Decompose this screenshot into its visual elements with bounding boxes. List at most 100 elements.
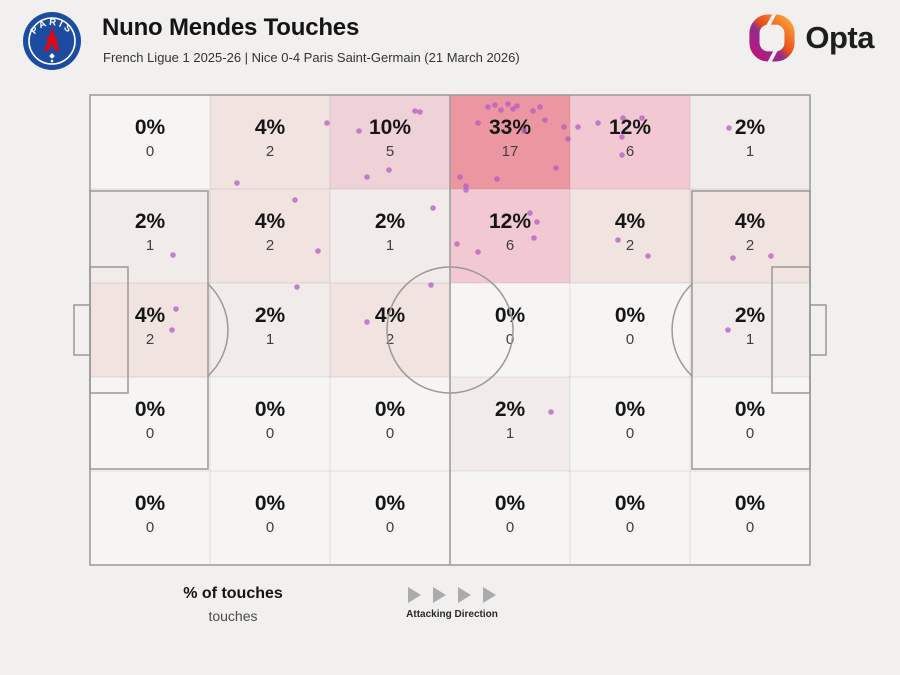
- zone-cell-r4c4: 0% 0: [570, 471, 690, 565]
- attacking-direction-arrow-icon: [483, 587, 496, 603]
- left-goal: [73, 304, 91, 356]
- zone-percentage: 4%: [734, 209, 766, 233]
- zone-percentage: 2%: [254, 303, 286, 327]
- zone-cell-r0c1: 4% 2: [210, 95, 330, 189]
- zone-touch-count: 2: [625, 236, 635, 254]
- opta-logo-icon: [749, 14, 795, 62]
- zone-touch-count: 2: [745, 236, 755, 254]
- zone-percentage: 4%: [254, 115, 286, 139]
- zone-touch-count: 1: [385, 236, 395, 254]
- heat-zone-grid: 0% 0 4% 2 10% 5 33% 17 12% 6 2% 1 2% 1 4% 2 2% 1 12% 6 4% 2 4%…: [90, 95, 810, 565]
- zone-cell-r4c2: 0% 0: [330, 471, 450, 565]
- zone-cell-r4c1: 0% 0: [210, 471, 330, 565]
- zone-touch-count: 6: [625, 142, 635, 160]
- zone-cell-r3c3: 2% 1: [450, 377, 570, 471]
- pitch: 0% 0 4% 2 10% 5 33% 17 12% 6 2% 1 2% 1 4% 2 2% 1 12% 6 4% 2 4%…: [70, 85, 830, 575]
- zone-touch-count: 2: [265, 142, 275, 160]
- zone-cell-r1c4: 4% 2: [570, 189, 690, 283]
- zone-cell-r0c3: 33% 17: [450, 95, 570, 189]
- zone-percentage: 0%: [614, 303, 646, 327]
- zone-touch-count: 1: [505, 424, 515, 442]
- zone-touch-count: 2: [145, 330, 155, 348]
- zone-touch-count: 0: [385, 424, 395, 442]
- header: PARIS Nuno Mendes Touches French Ligue 1…: [0, 0, 900, 90]
- zone-cell-r4c3: 0% 0: [450, 471, 570, 565]
- zone-cell-r3c5: 0% 0: [690, 377, 810, 471]
- zone-touch-count: 5: [385, 142, 395, 160]
- zone-percentage: 0%: [374, 491, 406, 515]
- zone-touch-count: 0: [385, 518, 395, 536]
- zone-touch-count: 17: [501, 142, 519, 160]
- zone-touch-count: 0: [745, 424, 755, 442]
- zone-percentage: 2%: [374, 209, 406, 233]
- zone-percentage: 2%: [494, 397, 526, 421]
- zone-percentage: 12%: [488, 209, 532, 233]
- zone-percentage: 2%: [734, 303, 766, 327]
- zone-touch-count: 0: [625, 518, 635, 536]
- legend-key: % of touches touches: [120, 585, 346, 624]
- zone-touch-count: 0: [265, 424, 275, 442]
- zone-percentage: 4%: [254, 209, 286, 233]
- zone-percentage: 0%: [734, 397, 766, 421]
- zone-cell-r3c1: 0% 0: [210, 377, 330, 471]
- zone-cell-r2c3: 0% 0: [450, 283, 570, 377]
- zone-touch-count: 0: [505, 330, 515, 348]
- zone-touch-count: 1: [745, 142, 755, 160]
- zone-percentage: 4%: [134, 303, 166, 327]
- zone-percentage: 0%: [254, 491, 286, 515]
- legend-primary-label: % of touches: [183, 585, 283, 602]
- zone-percentage: 2%: [734, 115, 766, 139]
- zone-touch-count: 0: [625, 330, 635, 348]
- match-subtitle: French Ligue 1 2025-26 | Nice 0-4 Paris …: [103, 50, 520, 65]
- zone-touch-count: 0: [625, 424, 635, 442]
- zone-cell-r3c2: 0% 0: [330, 377, 450, 471]
- zone-touch-count: 2: [265, 236, 275, 254]
- zone-cell-r0c2: 10% 5: [330, 95, 450, 189]
- opta-wordmark: Opta: [805, 20, 874, 55]
- attacking-direction-legend: Attacking Direction: [393, 587, 511, 620]
- zone-cell-r3c0: 0% 0: [90, 377, 210, 471]
- zone-percentage: 0%: [494, 491, 526, 515]
- attacking-direction-arrow-icon: [408, 587, 421, 603]
- zone-percentage: 0%: [374, 397, 406, 421]
- zone-cell-r3c4: 0% 0: [570, 377, 690, 471]
- zone-touch-count: 1: [145, 236, 155, 254]
- opta-brand: Opta: [748, 14, 874, 62]
- zone-percentage: 2%: [134, 209, 166, 233]
- zone-percentage: 0%: [134, 491, 166, 515]
- zone-percentage: 0%: [614, 397, 646, 421]
- zone-touch-count: 1: [745, 330, 755, 348]
- zone-touch-count: 0: [505, 518, 515, 536]
- zone-touch-count: 0: [145, 142, 155, 160]
- zone-cell-r2c5: 2% 1: [690, 283, 810, 377]
- attacking-direction-label: Attacking Direction: [406, 609, 498, 620]
- zone-cell-r1c5: 4% 2: [690, 189, 810, 283]
- zone-percentage: 0%: [614, 491, 646, 515]
- zone-percentage: 4%: [614, 209, 646, 233]
- zone-touch-count: 0: [265, 518, 275, 536]
- zone-cell-r2c4: 0% 0: [570, 283, 690, 377]
- page-title: Nuno Mendes Touches: [102, 14, 360, 41]
- zone-percentage: 33%: [488, 115, 532, 139]
- zone-percentage: 0%: [494, 303, 526, 327]
- zone-percentage: 0%: [134, 115, 166, 139]
- zone-cell-r4c0: 0% 0: [90, 471, 210, 565]
- zone-percentage: 10%: [368, 115, 412, 139]
- zone-touch-count: 0: [145, 518, 155, 536]
- zone-cell-r1c2: 2% 1: [330, 189, 450, 283]
- zone-touch-count: 2: [385, 330, 395, 348]
- zone-cell-r2c1: 2% 1: [210, 283, 330, 377]
- right-goal: [809, 304, 827, 356]
- zone-percentage: 12%: [608, 115, 652, 139]
- legend-secondary-label: touches: [208, 608, 258, 624]
- zone-touch-count: 6: [505, 236, 515, 254]
- zone-touch-count: 0: [145, 424, 155, 442]
- zone-percentage: 4%: [374, 303, 406, 327]
- psg-club-badge-icon: PARIS: [23, 12, 81, 70]
- zone-percentage: 0%: [734, 491, 766, 515]
- zone-cell-r1c0: 2% 1: [90, 189, 210, 283]
- attacking-direction-arrow-icon: [458, 587, 471, 603]
- zone-percentage: 0%: [134, 397, 166, 421]
- zone-touch-count: 0: [745, 518, 755, 536]
